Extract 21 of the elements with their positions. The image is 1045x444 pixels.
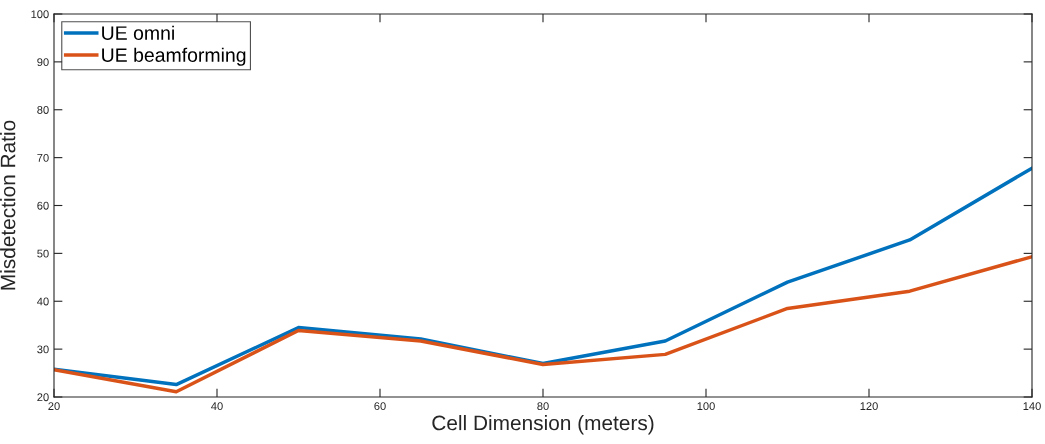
y-tick-label: 80 (37, 106, 49, 114)
line-series (54, 254, 1032, 394)
x-tick-label: 140 (1023, 402, 1041, 411)
y-tick-label: 40 (37, 297, 49, 306)
y-tick-label: 90 (37, 58, 49, 67)
x-tick-label: 60 (374, 402, 386, 411)
x-tick-label: 40 (211, 402, 223, 411)
y-tick-label: 100 (31, 10, 49, 19)
x-tick-label: 80 (537, 402, 549, 411)
legend-label: UE beamforming (102, 47, 246, 66)
x-tick-label: 20 (48, 402, 60, 411)
x-tick-label: 100 (697, 402, 715, 411)
x-axis-title: Cell Dimension (meters) (432, 415, 654, 435)
y-tick-label: 30 (37, 345, 49, 354)
legend-label: UE omni (102, 25, 174, 40)
x-tick-label: 120 (860, 402, 878, 411)
y-tick-label: 50 (37, 249, 49, 258)
y-tick-label: 70 (37, 153, 49, 162)
y-tick-label: 60 (37, 201, 49, 210)
y-tick-label: 20 (37, 393, 49, 402)
y-axis-title: Misdetection Ratio (0, 120, 16, 290)
